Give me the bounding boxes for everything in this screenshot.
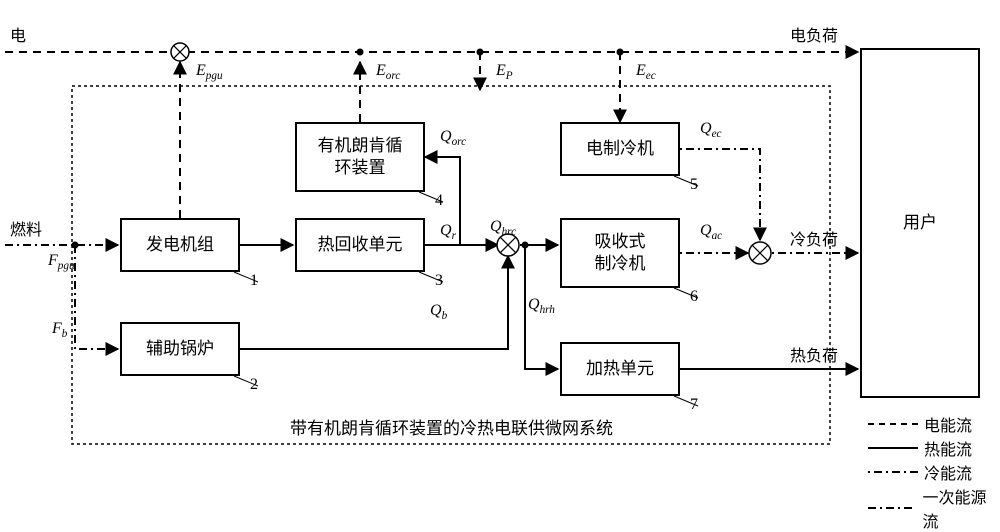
flow-fuel-branch [75,245,118,349]
legend-elec: 电能流 [868,412,972,436]
var-eorc: Eorc [376,62,400,82]
var-fpgu: Fpgu [48,252,75,272]
var-qhrh: Qhrh [528,296,555,316]
var-ep: EP [496,62,513,82]
var-fb: Fb [52,320,67,340]
block-eref: 电制冷机 [560,122,680,176]
block-orc: 有机朗肯循 环装置 [295,122,425,192]
legend-cool: 冷能流 [868,460,972,484]
var-qac: Qac [700,222,722,242]
var-qorc: Qorc [440,128,466,148]
block-heater: 加热单元 [560,342,680,396]
block-boiler: 辅助锅炉 [120,322,240,376]
hload-label: 热负荷 [790,342,838,366]
grid-label: 电 [10,22,26,46]
var-qr: Qr [440,222,456,242]
var-qec: Qec [700,120,722,140]
eload-label: 电负荷 [790,22,838,46]
block-genset: 发电机组 [120,218,240,272]
var-epgu: Epgu [196,62,223,82]
var-qhrc: Qhrc [490,218,516,238]
block-num-genset: 1 [250,272,258,290]
fuel-label: 燃料 [10,216,42,240]
block-absref: 吸收式 制冷机 [560,218,680,288]
legend-heat: 热能流 [868,436,972,460]
legend-primary: 一次能源流 [868,484,1000,532]
var-qb: Qb [430,302,447,322]
block-user: 用户 [860,48,980,398]
block-num-orc: 4 [435,192,443,210]
system-caption: 带有机朗肯循环装置的冷热电联供微网系统 [290,414,613,439]
var-eec: Eec [636,62,656,82]
block-num-absref: 6 [690,288,698,306]
block-num-heater: 7 [690,396,698,414]
block-num-eref: 5 [690,176,698,194]
block-num-recovery: 3 [435,272,443,290]
cload-label: 冷负荷 [790,226,838,250]
block-num-boiler: 2 [250,376,258,394]
block-recovery: 热回收单元 [295,218,425,272]
